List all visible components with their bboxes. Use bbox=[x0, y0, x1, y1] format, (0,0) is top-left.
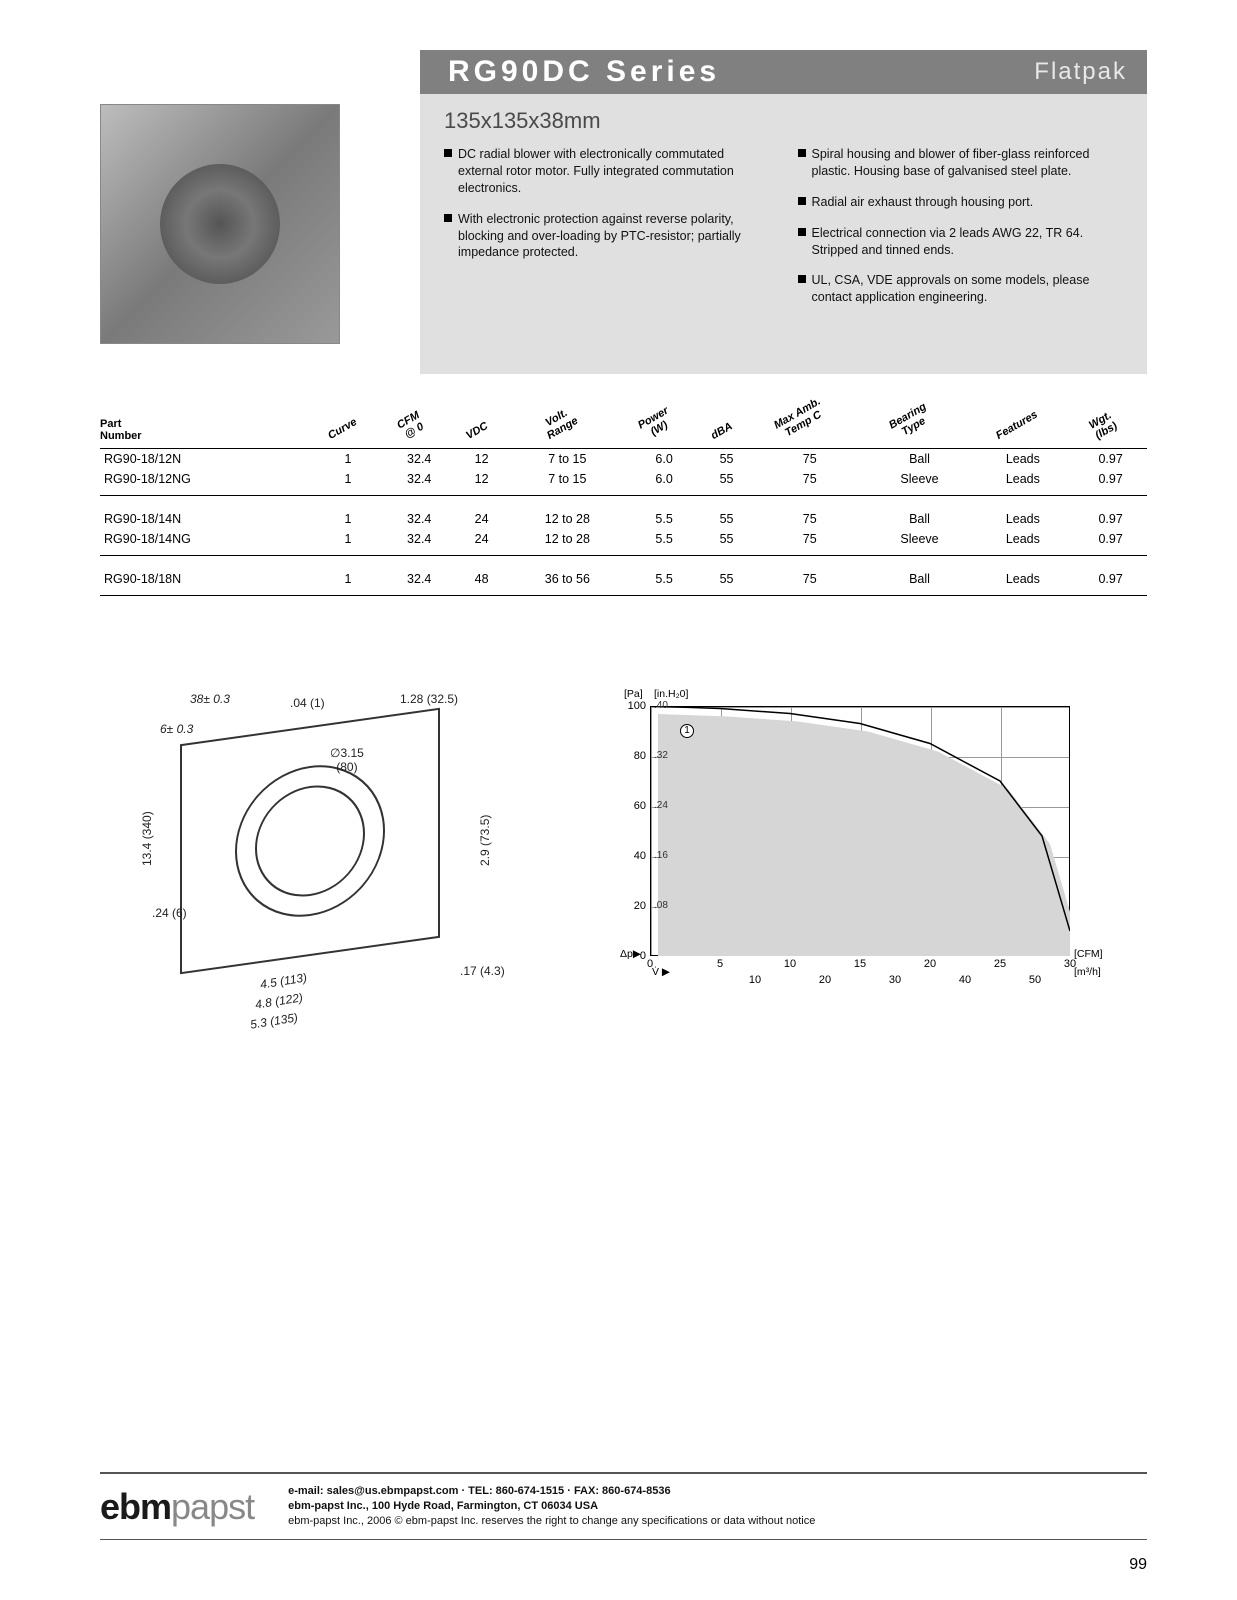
column-header: Max Amb. Temp C bbox=[752, 418, 868, 449]
column-header: Volt. Range bbox=[508, 418, 627, 449]
x-tick-label: 5 bbox=[705, 958, 735, 970]
table-row: RG90-18/18N132.44836 to 565.55575BallLea… bbox=[100, 569, 1147, 589]
x-tick-label: 30 bbox=[1055, 958, 1085, 970]
table-row: RG90-18/12N132.4127 to 156.05575BallLead… bbox=[100, 449, 1147, 470]
column-header: VDC bbox=[456, 418, 508, 449]
category-label: Flatpak bbox=[1034, 58, 1127, 86]
dim-label: 6± 0.3 bbox=[160, 722, 193, 736]
column-header: dBA bbox=[701, 418, 752, 449]
dimensions-heading: 135x135x38mm bbox=[444, 108, 1123, 134]
axis-unit: [in.H₂0] bbox=[654, 688, 688, 700]
footer-bar: ebmpapst e-mail: sales@us.ebmpapst.com ·… bbox=[100, 1472, 1147, 1540]
feature-bullet: DC radial blower with electronically com… bbox=[444, 146, 770, 197]
table-row: RG90-18/12NG132.4127 to 156.05575SleeveL… bbox=[100, 469, 1147, 489]
y-tick-label: .08 bbox=[654, 900, 680, 911]
feature-bullet: With electronic protection against rever… bbox=[444, 211, 770, 262]
x-tick-label: 15 bbox=[845, 958, 875, 970]
performance-chart: 1 [Pa] [in.H₂0] [CFM] [m³/h] Δp▶ V̇ ▶ 10… bbox=[580, 686, 1100, 1006]
header-bar: RG90DC Series Flatpak bbox=[420, 50, 1147, 94]
table-row: RG90-18/14NG132.42412 to 285.55575Sleeve… bbox=[100, 529, 1147, 549]
column-header: Bearing Type bbox=[868, 418, 972, 449]
bullets-right: Spiral housing and blower of fiber-glass… bbox=[798, 146, 1124, 320]
dim-label: 2.9 (73.5) bbox=[478, 814, 492, 865]
column-header: CFM @ 0 bbox=[383, 418, 456, 449]
feature-bullet: Radial air exhaust through housing port. bbox=[798, 194, 1124, 211]
footer-text: e-mail: sales@us.ebmpapst.com · TEL: 860… bbox=[288, 1484, 815, 1529]
y-tick-label: 100 bbox=[616, 700, 646, 712]
y-tick-label: 20 bbox=[616, 900, 646, 912]
y-tick-label: .40 bbox=[654, 700, 680, 711]
x-tick-label: 0 bbox=[635, 958, 665, 970]
technical-drawing: 38± 0.3 6± 0.3 .04 (1) 1.28 (32.5) ∅3.15… bbox=[100, 686, 540, 1046]
axis-unit: [Pa] bbox=[624, 688, 643, 700]
x-tick-label: 20 bbox=[810, 974, 840, 986]
x-tick-label: 25 bbox=[985, 958, 1015, 970]
y-tick-label: 60 bbox=[616, 800, 646, 812]
bullets-left: DC radial blower with electronically com… bbox=[444, 146, 770, 320]
dim-label: ∅3.15 (80) bbox=[330, 746, 364, 774]
column-header: Curve bbox=[313, 418, 383, 449]
column-header: Features bbox=[971, 418, 1074, 449]
y-tick-label: .16 bbox=[654, 850, 680, 861]
page-number: 99 bbox=[1129, 1556, 1147, 1574]
x-tick-label: 50 bbox=[1020, 974, 1050, 986]
spec-table: Part NumberCurveCFM @ 0VDCVolt. RangePow… bbox=[100, 418, 1147, 596]
x-tick-label: 30 bbox=[880, 974, 910, 986]
curve-tag: 1 bbox=[680, 724, 694, 738]
feature-bullet: UL, CSA, VDE approvals on some models, p… bbox=[798, 272, 1124, 306]
x-tick-label: 20 bbox=[915, 958, 945, 970]
dim-label: 4.5 (113) bbox=[259, 970, 308, 991]
column-header: Wgt. (lbs) bbox=[1074, 418, 1147, 449]
column-header: Power (W) bbox=[627, 418, 701, 449]
table-row: RG90-18/14N132.42412 to 285.55575BallLea… bbox=[100, 509, 1147, 529]
x-tick-label: 40 bbox=[950, 974, 980, 986]
brand-logo: ebmpapst bbox=[100, 1486, 254, 1528]
dim-label: .17 (4.3) bbox=[460, 964, 505, 978]
feature-bullet: Spiral housing and blower of fiber-glass… bbox=[798, 146, 1124, 180]
feature-bullet: Electrical connection via 2 leads AWG 22… bbox=[798, 225, 1124, 259]
dim-label: .04 (1) bbox=[290, 696, 325, 710]
y-tick-label: .32 bbox=[654, 750, 680, 761]
product-image bbox=[100, 94, 420, 374]
column-header: Part Number bbox=[100, 418, 313, 449]
y-tick-label: 40 bbox=[616, 850, 646, 862]
series-title: RG90DC Series bbox=[448, 55, 720, 89]
x-tick-label: 10 bbox=[775, 958, 805, 970]
y-tick-label: 80 bbox=[616, 750, 646, 762]
x-tick-label: 10 bbox=[740, 974, 770, 986]
dim-label: 1.28 (32.5) bbox=[400, 692, 458, 706]
dim-label: 4.8 (122) bbox=[254, 990, 304, 1011]
dim-label: 38± 0.3 bbox=[190, 692, 230, 706]
info-box: 135x135x38mm DC radial blower with elect… bbox=[420, 94, 1147, 374]
y-tick-label: .24 bbox=[654, 800, 680, 811]
dim-label: 13.4 (340) bbox=[140, 811, 154, 866]
dim-label: 5.3 (135) bbox=[249, 1010, 299, 1031]
dim-label: .24 (6) bbox=[152, 906, 187, 920]
